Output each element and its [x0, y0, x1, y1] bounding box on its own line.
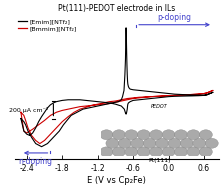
- Text: 200 μA cm⁻²: 200 μA cm⁻²: [9, 107, 49, 113]
- Legend: [Emim][NTf₂], [Bmmim][NTf₂]: [Emim][NTf₂], [Bmmim][NTf₂]: [18, 19, 77, 31]
- Title: Pt(111)-PEDOT electrode in ILs: Pt(111)-PEDOT electrode in ILs: [58, 4, 176, 13]
- X-axis label: E (V vs Cp₂Fe): E (V vs Cp₂Fe): [87, 176, 146, 185]
- Text: p-doping: p-doping: [157, 13, 192, 22]
- Text: n-doping: n-doping: [19, 157, 53, 166]
